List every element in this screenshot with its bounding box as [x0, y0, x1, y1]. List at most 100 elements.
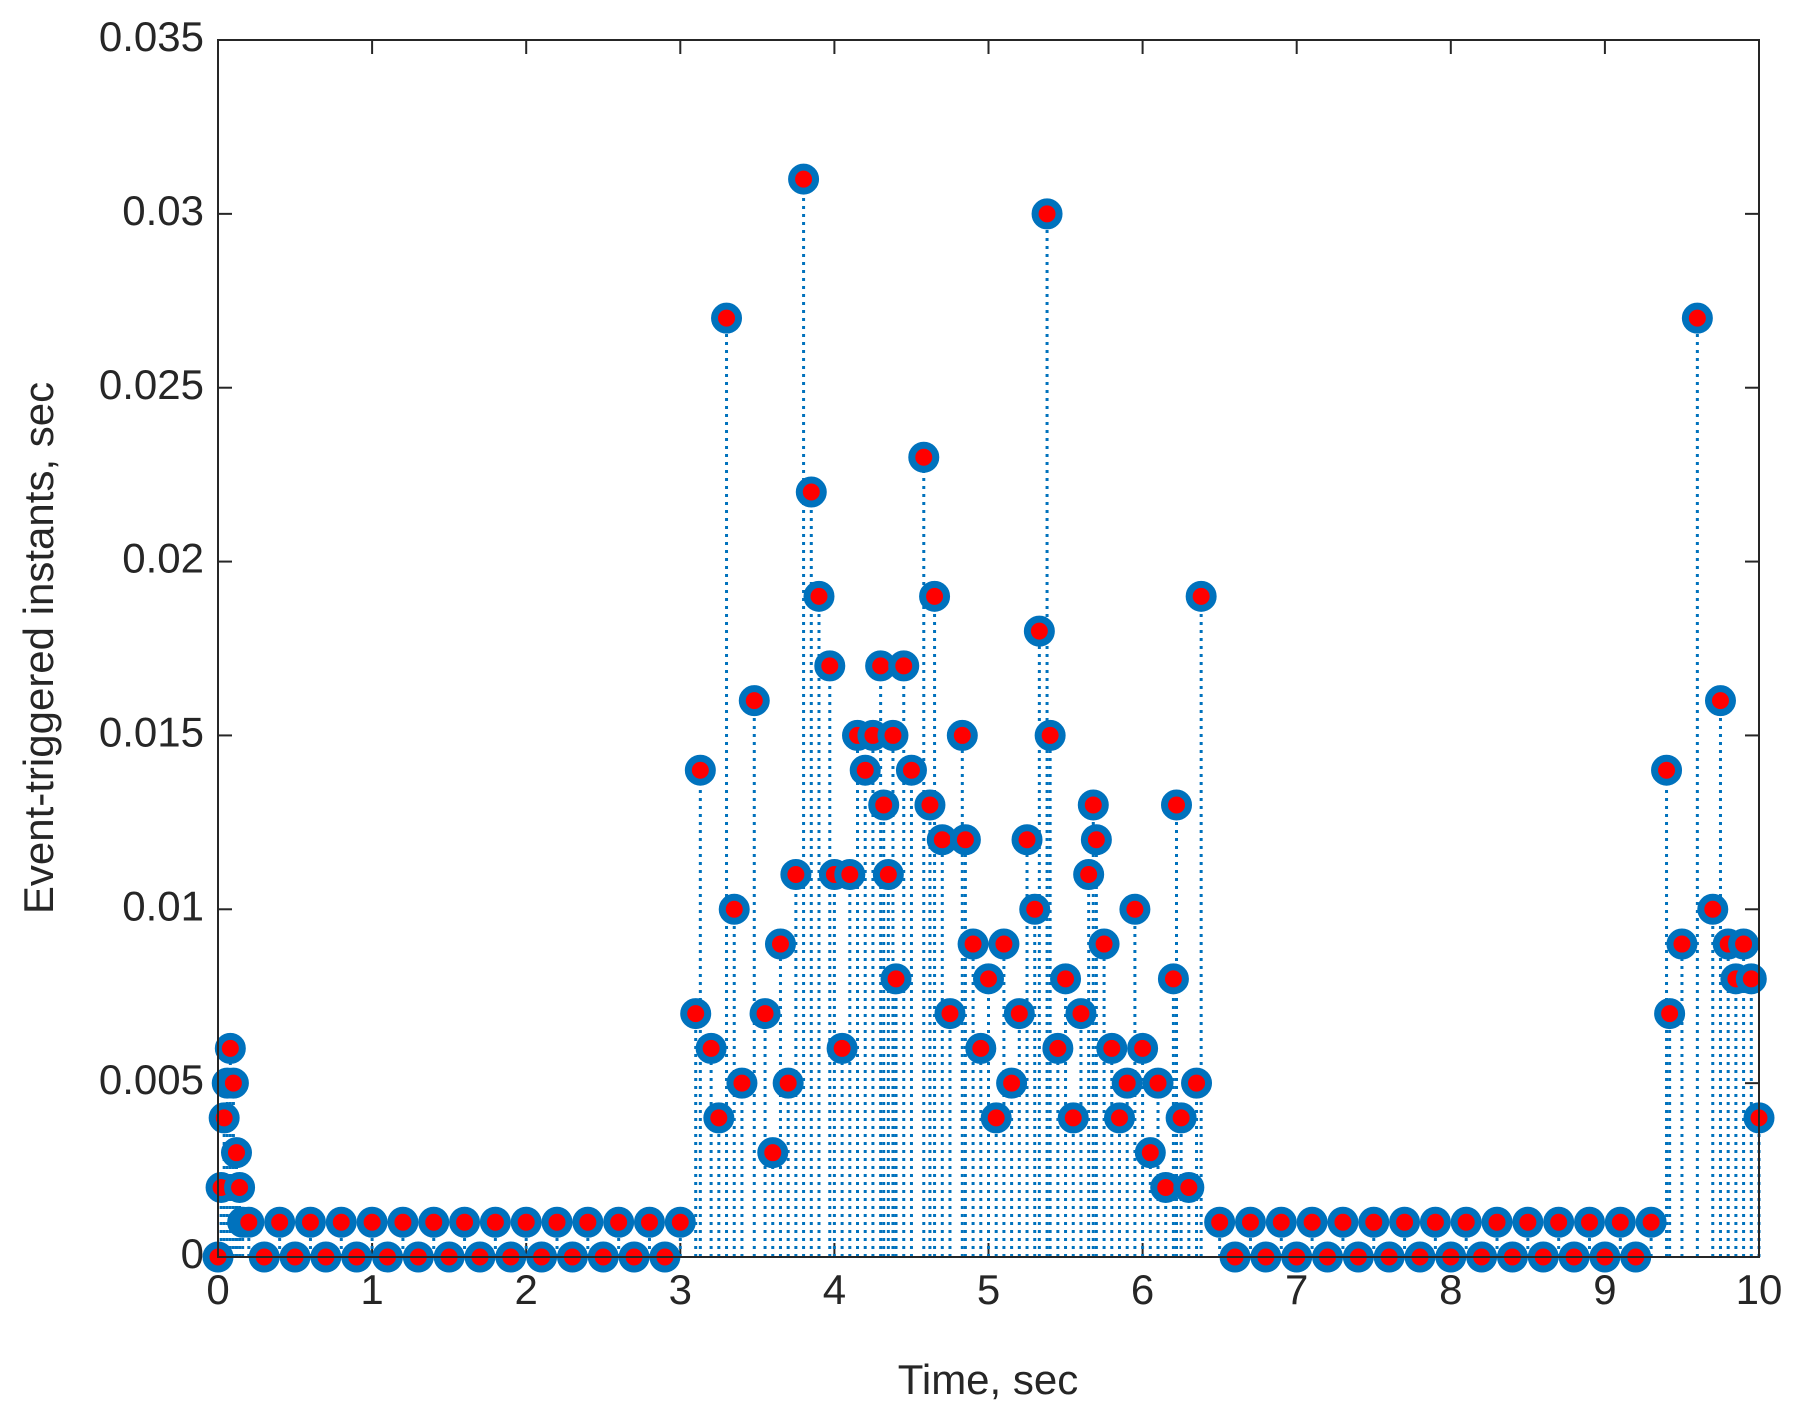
stem-marker — [1103, 1102, 1135, 1134]
stem-marker — [749, 998, 781, 1030]
stem-marker — [1666, 928, 1698, 960]
stem-marker — [541, 1206, 573, 1238]
x-axis-label: Time, sec — [898, 1356, 1078, 1403]
stem-marker — [1173, 1171, 1205, 1203]
x-tick-label: 7 — [1285, 1266, 1308, 1313]
stem-marker — [208, 1102, 240, 1134]
x-tick-label: 4 — [823, 1266, 846, 1313]
stem-marker — [1728, 928, 1760, 960]
stem-marker — [449, 1206, 481, 1238]
stem-marker — [418, 1206, 450, 1238]
stem-marker — [711, 302, 743, 334]
stem-marker — [1042, 1032, 1074, 1064]
stem-marker — [633, 1206, 665, 1238]
stem-marker — [1031, 198, 1063, 230]
stem-marker — [872, 859, 904, 891]
stem-marker — [325, 1206, 357, 1238]
stem-marker — [1119, 893, 1151, 925]
stem-marker — [868, 789, 900, 821]
stem-marker — [996, 1067, 1028, 1099]
stem-marker — [946, 719, 978, 751]
stem-marker — [1023, 615, 1055, 647]
stem-marker — [1296, 1206, 1328, 1238]
stem-marker — [703, 1102, 735, 1134]
stem-marker — [1265, 1206, 1297, 1238]
stem-marker — [233, 1206, 265, 1238]
stem-marker — [1204, 1206, 1236, 1238]
stem-marker — [1543, 1206, 1575, 1238]
stem-marker — [934, 998, 966, 1030]
stem-marker — [1157, 963, 1189, 995]
stem-marker — [834, 859, 866, 891]
stem-marker — [988, 928, 1020, 960]
stem-marker — [510, 1206, 542, 1238]
stem-marker — [1635, 1206, 1667, 1238]
stem-marker — [603, 1206, 635, 1238]
x-tick-label: 9 — [1593, 1266, 1616, 1313]
stem-marker — [1651, 754, 1683, 786]
stem-marker — [1088, 928, 1120, 960]
stem-marker — [1481, 1206, 1513, 1238]
stem-marker — [895, 754, 927, 786]
stem-marker — [1358, 1206, 1390, 1238]
y-axis-label: Event-triggered instants, sec — [15, 382, 62, 914]
y-tick-label: 0.035 — [99, 13, 204, 60]
stem-marker — [1034, 719, 1066, 751]
y-tick-label: 0.025 — [99, 361, 204, 408]
stem-marker — [880, 963, 912, 995]
stem-marker — [718, 893, 750, 925]
stem-marker — [264, 1206, 296, 1238]
stem-marker — [217, 1067, 249, 1099]
stem-marker — [479, 1206, 511, 1238]
stem-marker — [1011, 824, 1043, 856]
stem-marker — [764, 928, 796, 960]
stem-marker — [387, 1206, 419, 1238]
x-tick-label: 6 — [1131, 1266, 1154, 1313]
stem-marker — [1681, 302, 1713, 334]
x-tick-label: 0 — [206, 1266, 229, 1313]
stem-marker — [1073, 859, 1105, 891]
stem-marker — [1389, 1206, 1421, 1238]
x-tick-label: 8 — [1439, 1266, 1462, 1313]
stem-marker — [788, 163, 820, 195]
stem-marker — [980, 1102, 1012, 1134]
stem-marker — [1050, 963, 1082, 995]
stem-marker — [877, 719, 909, 751]
stem-marker — [680, 998, 712, 1030]
y-tick-label: 0 — [181, 1230, 204, 1277]
stem-marker — [1450, 1206, 1482, 1238]
stem-marker — [1697, 893, 1729, 925]
stem-marker — [949, 824, 981, 856]
stem-marker — [1604, 1206, 1636, 1238]
stem-marker — [914, 789, 946, 821]
y-tick-label: 0.015 — [99, 709, 204, 756]
stem-marker — [1057, 1102, 1089, 1134]
stem-marker — [572, 1206, 604, 1238]
stem-marker — [1234, 1206, 1266, 1238]
stem-marker — [1161, 789, 1193, 821]
stem-marker — [1111, 1067, 1143, 1099]
stem-marker — [1127, 1032, 1159, 1064]
y-tick-label: 0.03 — [122, 187, 204, 234]
stem-marker — [919, 580, 951, 612]
stem-marker — [1165, 1102, 1197, 1134]
stem-marker — [1419, 1206, 1451, 1238]
stem-marker — [1096, 1032, 1128, 1064]
stem-marker — [1704, 685, 1736, 717]
stem-marker — [1181, 1067, 1213, 1099]
stem-marker — [1019, 893, 1051, 925]
stem-marker — [973, 963, 1004, 995]
stem-marker — [1185, 580, 1217, 612]
stem-marker — [1077, 789, 1109, 821]
y-tick-label: 0.01 — [122, 882, 204, 929]
stem-marker — [1003, 998, 1035, 1030]
y-tick-label: 0.005 — [99, 1056, 204, 1103]
stem-marker — [757, 1137, 789, 1169]
stem-marker — [1654, 998, 1686, 1030]
stem-marker — [224, 1171, 256, 1203]
stem-marker — [772, 1067, 804, 1099]
stem-marker — [780, 859, 812, 891]
stem-marker — [294, 1206, 326, 1238]
stem-marker — [1735, 963, 1767, 995]
